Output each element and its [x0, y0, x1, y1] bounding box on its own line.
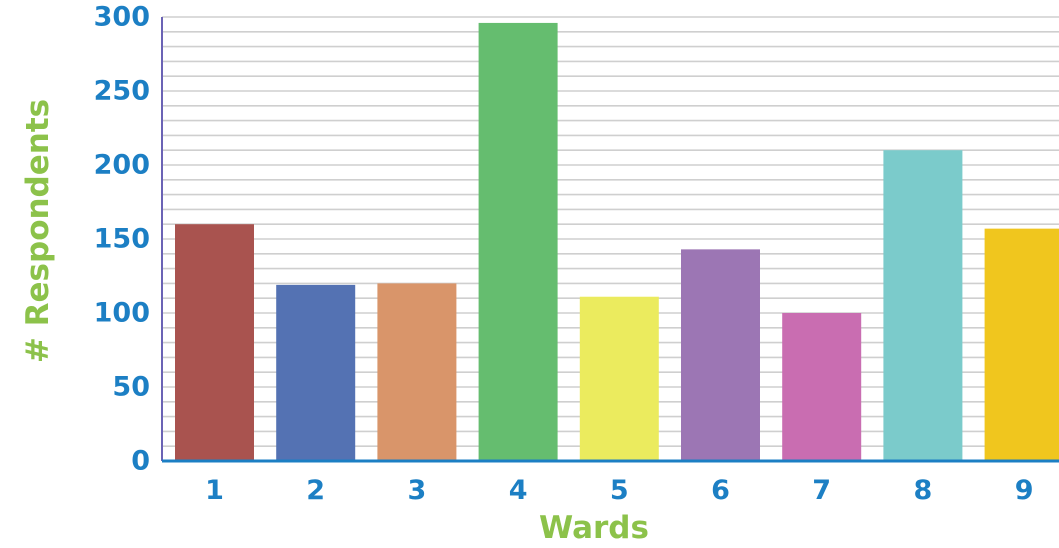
x-tick-label: 4	[509, 475, 528, 506]
y-tick-label: 50	[112, 372, 150, 403]
bar-ward-7	[782, 313, 862, 461]
bar-ward-8	[883, 150, 963, 461]
bars	[175, 22, 1059, 461]
x-tick-label: 1	[205, 475, 224, 506]
bar-ward-5	[579, 296, 659, 461]
x-tick-label: 3	[408, 475, 427, 506]
y-tick-label: 300	[94, 2, 150, 33]
x-tick-label: 5	[610, 475, 629, 506]
x-tick-label: 9	[1015, 475, 1034, 506]
x-tick-label: 6	[711, 475, 730, 506]
x-tick-label: 8	[914, 475, 933, 506]
y-tick-label: 0	[131, 446, 150, 477]
y-tick-label: 200	[94, 150, 150, 181]
x-tick-label: 7	[812, 475, 831, 506]
y-tick-label: 150	[94, 224, 150, 255]
x-tick-labels: 1 2 3 4 5 6 7 8 9	[205, 475, 1033, 506]
y-tick-label: 100	[94, 298, 150, 329]
bar-ward-9	[984, 228, 1059, 461]
y-tick-label: 250	[94, 76, 150, 107]
bar-ward-6	[681, 249, 760, 461]
bar-ward-1	[175, 224, 254, 461]
bar-ward-4	[478, 22, 558, 461]
bar-ward-3	[377, 283, 457, 461]
y-tick-labels: 0 50 100 150 200 250 300	[94, 2, 150, 477]
bar-ward-2	[276, 284, 356, 461]
y-axis-title: # Respondents	[20, 99, 56, 363]
x-axis-title: Wards	[539, 510, 649, 546]
x-tick-label: 2	[306, 475, 325, 506]
